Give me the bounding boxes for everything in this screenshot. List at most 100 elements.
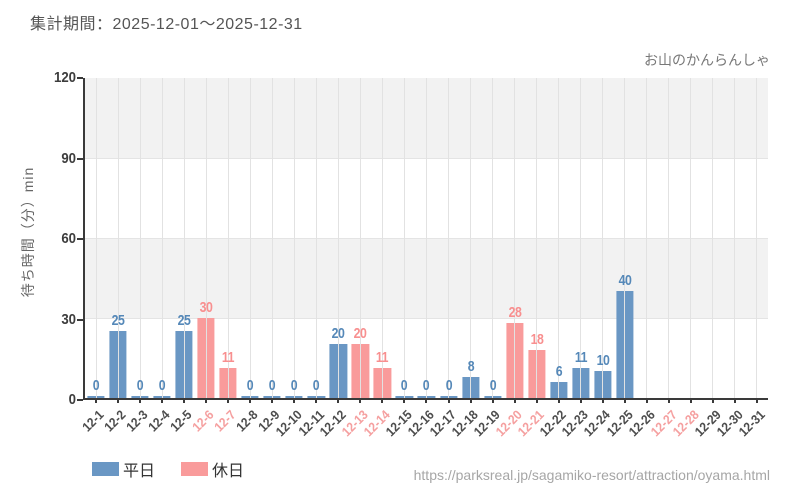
chart-column-12-6: 30 12-6 [189,78,217,435]
gridline-vertical [337,78,339,398]
y-tick-label-30: 30 [61,310,76,328]
x-tick-mark [315,398,318,403]
chart-column-12-9: 0 12-9 [255,78,283,435]
chart-column-12-13: 20 12-13 [339,78,371,439]
gridline-vertical [668,78,670,398]
gridline-vertical [425,78,427,398]
gridline-vertical [249,78,251,398]
bar-value-label: 20 [331,325,345,343]
legend-item-weekday: 平日 [92,457,155,481]
chart-column-12-8: 0 12-8 [233,78,261,435]
chart-column-12-1: 0 12-1 [79,78,107,435]
gridline-vertical [448,78,450,398]
gridline-vertical [646,78,648,398]
x-tick-mark [117,398,120,403]
y-tick-mark [77,77,83,79]
bar-value-label: 0 [291,377,298,394]
bar-value-label: 25 [111,311,125,329]
x-tick-mark [95,398,98,403]
chart-column-12-10: 0 12-10 [273,78,305,439]
x-tick-mark [733,398,736,403]
y-tick-label-120: 120 [53,69,76,86]
gridline-vertical [624,78,626,398]
gridline-vertical [514,78,516,398]
attraction-title: お山のかんらんしゃ [644,52,770,68]
y-tick-mark [77,399,83,401]
chart-column-12-2: 25 12-2 [101,78,129,435]
chart-column-12-19: 0 12-19 [471,78,504,439]
y-tick-label-60: 60 [61,230,76,247]
gridline-vertical [381,78,383,398]
x-tick-mark [249,398,252,403]
x-tick-mark [205,398,208,403]
gridline-vertical [183,78,185,398]
weekday-swatch [92,462,119,476]
x-tick-mark [601,398,604,403]
gridline-vertical [756,78,758,398]
gridline-vertical [558,78,560,398]
legend-item-holiday: 休日 [181,457,244,481]
gridline-vertical [712,78,714,398]
x-tick-mark [711,398,714,403]
gridline-vertical [690,78,692,398]
chart-column-12-4: 0 12-4 [145,78,173,435]
gridline-vertical [536,78,538,398]
y-tick-label-0: 0 [68,391,76,408]
gridline-vertical [293,78,295,398]
x-tick-mark [293,398,296,403]
gridline-vertical [602,78,604,398]
x-tick-mark [645,398,648,403]
bar-value-label: 28 [508,303,522,321]
x-tick-mark [227,398,230,403]
gridline-vertical [315,78,317,398]
chart-column-12-3: 0 12-3 [123,78,151,435]
chart-column-12-24: 10 12-24 [581,78,614,439]
x-tick-mark [689,398,692,403]
bar-value-label: 11 [376,349,389,367]
x-tick-mark [183,398,186,403]
gridline-vertical [95,78,97,398]
period-label: 集計期間：2025-12-01～2025-12-31 [30,16,303,33]
bar-value-label: 11 [574,349,588,367]
legend: 平日 休日 [92,457,244,481]
chart-column-12-16: 0 12-16 [405,78,437,439]
bar-value-label: 11 [222,349,235,367]
bar-value-label: 0 [247,377,254,394]
bar-value-label: 40 [618,271,632,289]
x-tick-mark [623,398,626,403]
x-tick-mark [667,398,670,403]
x-tick-mark [161,398,164,403]
gridline-vertical [139,78,141,398]
legend-label-holiday: 休日 [212,463,245,480]
bar-value-label: 25 [177,311,191,329]
chart-column-12-22: 6 12-22 [537,78,570,439]
bar-value-label: 10 [596,352,610,370]
x-tick-mark [469,398,472,403]
bar-value-label: 6 [555,362,562,380]
bar-value-label: 18 [530,330,544,348]
chart-column-12-12: 20 12-12 [317,78,349,439]
bar-value-label: 0 [313,377,320,394]
chart-column-12-14: 11 12-14 [361,78,393,439]
x-tick-mark [447,398,450,403]
bar-value-label: 0 [445,377,452,394]
x-tick-mark [513,398,516,403]
chart-column-12-30: 12-30 [713,78,746,439]
source-url: https://parksreal.jp/sagamiko-resort/att… [413,467,770,483]
chart-column-12-5: 25 12-5 [167,78,195,435]
gridline-vertical [734,78,736,398]
chart-column-12-15: 0 12-15 [383,78,415,439]
chart-column-12-29: 12-29 [691,78,724,439]
y-tick-mark [77,318,83,321]
x-tick-mark [425,398,428,403]
chart-column-12-28: 12-28 [669,78,702,439]
y-tick-mark [77,157,83,160]
x-tick-mark [557,398,560,403]
x-tick-mark [579,398,582,403]
legend-label-weekday: 平日 [123,463,156,480]
y-tick-label-90: 90 [61,149,76,167]
chart-column-12-21: 18 12-21 [515,78,548,439]
chart-column-12-31: 12-31 [735,78,768,439]
bar-value-label: 20 [353,325,367,343]
